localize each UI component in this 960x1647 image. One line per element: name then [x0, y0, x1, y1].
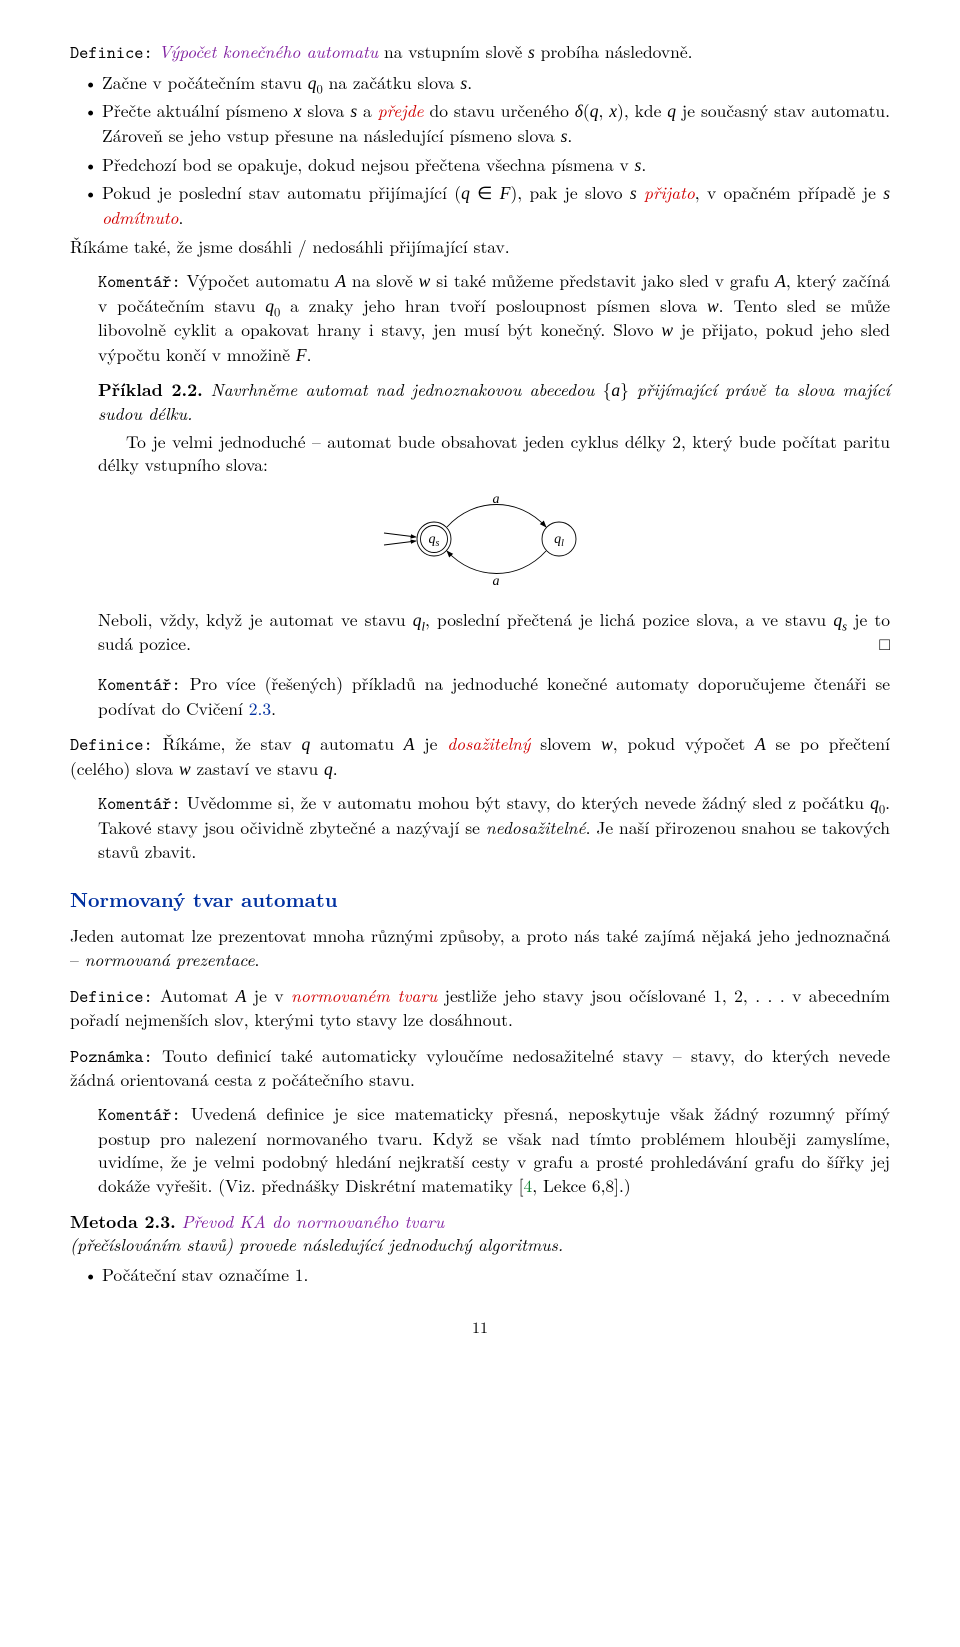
example-block: Příklad 2.2. Navrhněme automat nad jedno… — [98, 378, 890, 721]
page: Definice: Výpočet konečného automatu na … — [0, 0, 960, 1368]
page-number: 11 — [70, 1316, 890, 1338]
paragraph: Říkáme také, že jsme dosáhli / nedosáhli… — [70, 235, 890, 259]
comment-label: Komentář: — [98, 672, 181, 696]
comment-label: Komentář: — [98, 269, 181, 293]
method-label: Metoda 2.3. — [70, 1209, 176, 1234]
comment-label: Komentář: — [98, 1102, 181, 1126]
method-block: Metoda 2.3. Převod KA do normovaného tva… — [70, 1210, 890, 1257]
definition-1: Definice: Výpočet konečného automatu na … — [70, 40, 890, 65]
svg-text:qs: qs — [429, 532, 440, 549]
note-block: Poznámka: Touto definicí také automatick… — [70, 1044, 890, 1092]
list-item: Začne v počátečním stavu q0 na začátku s… — [102, 71, 890, 96]
link-ref[interactable]: 2.3 — [249, 696, 271, 721]
paragraph: Jeden automat lze prezentovat mnoha různ… — [70, 924, 890, 971]
definition-2: Definice: Říkáme, že stav q automatu A j… — [70, 732, 890, 781]
list-item: Počáteční stav označíme 1. — [102, 1263, 890, 1287]
paragraph: Komentář: Výpočet automatu A na slově w … — [98, 269, 890, 368]
bullet-list-2: Počáteční stav označíme 1. — [70, 1263, 890, 1287]
definition-3: Definice: Automat A je v normovaném tvar… — [70, 984, 890, 1032]
comment-block-1: Komentář: Výpočet automatu A na slově w … — [98, 269, 890, 368]
section-heading: Normovaný tvar automatu — [70, 885, 890, 912]
citation-link[interactable]: 4 — [524, 1173, 533, 1198]
method-subtitle: (přečíslováním stavů) provede následujíc… — [70, 1232, 563, 1257]
paragraph: Komentář: Uvedená definice je sice matem… — [98, 1102, 890, 1198]
note-label: Poznámka: — [70, 1044, 153, 1068]
automaton-diagram: qs ql a a — [98, 485, 890, 596]
example-text: Navrhněme automat nad jednoznakovou abec… — [211, 377, 603, 402]
comment-label: Komentář: — [98, 791, 181, 815]
list-item: Předchozí bod se opakuje, dokud nejsou p… — [102, 153, 890, 178]
definition-rest: na vstupním slově s probíha následovně. — [378, 39, 692, 64]
example-label: Příklad 2.2. — [98, 377, 203, 402]
paragraph: Komentář: Uvědomme si, že v automatu moh… — [98, 791, 890, 863]
svg-text:a: a — [493, 492, 500, 507]
paragraph: Příklad 2.2. Navrhněme automat nad jedno… — [98, 378, 890, 426]
definition-label: Definice: — [70, 40, 153, 64]
bullet-list-1: Začne v počátečním stavu q0 na začátku s… — [70, 71, 890, 230]
qed-icon: □ — [879, 632, 890, 656]
paragraph: Komentář: Pro více (řešených) příkladů n… — [98, 672, 890, 720]
comment-block-4: Komentář: Uvedená definice je sice matem… — [98, 1102, 890, 1198]
list-item: Přečte aktuální písmeno x slova s a přej… — [102, 99, 890, 148]
definition-emph: Výpočet konečného automatu — [159, 39, 379, 64]
definition-label: Definice: — [70, 732, 153, 756]
method-title: Převod KA do normovaného tvaru — [182, 1209, 445, 1234]
comment-block-3: Komentář: Uvědomme si, že v automatu moh… — [98, 791, 890, 863]
paragraph: To je velmi jednoduché – automat bude ob… — [98, 430, 890, 477]
svg-text:ql: ql — [554, 532, 564, 549]
paragraph: Neboli, vždy, když je automat ve stavu q… — [98, 608, 890, 656]
definition-label: Definice: — [70, 984, 153, 1008]
list-item: Pokud je poslední stav automatu přijímaj… — [102, 181, 890, 229]
svg-text:a: a — [493, 574, 500, 589]
